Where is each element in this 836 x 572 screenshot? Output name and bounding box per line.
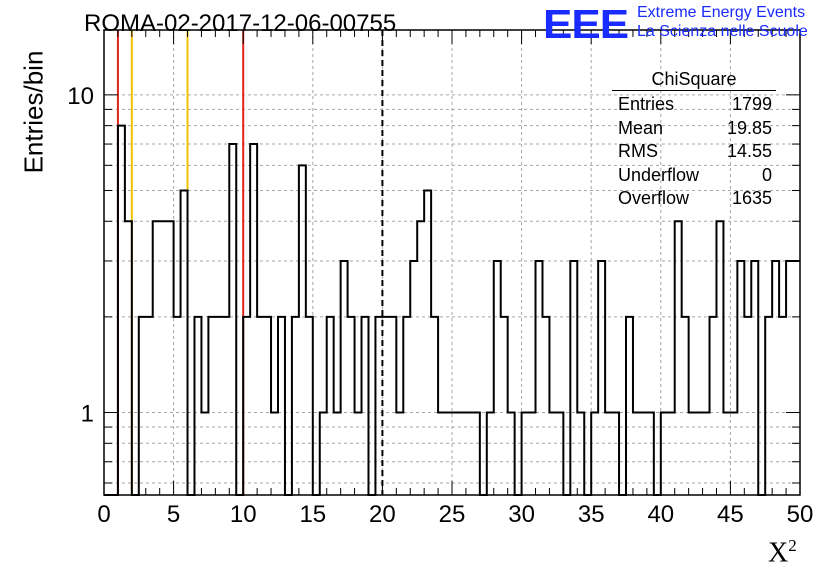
x-axis-label-base: X bbox=[768, 537, 789, 569]
stats-row: Overflow 1635 bbox=[612, 187, 776, 211]
x-tick-label: 40 bbox=[647, 501, 674, 528]
stats-row: Underflow 0 bbox=[612, 164, 776, 188]
histogram-series bbox=[104, 124, 800, 496]
axis-ticks bbox=[103, 30, 801, 495]
stats-row: RMS 14.55 bbox=[612, 140, 776, 164]
stats-box: ChiSquare Entries 1799 Mean 19.85 RMS 14.55… bbox=[612, 68, 776, 211]
x-tick-label: 30 bbox=[508, 501, 535, 528]
x-tick-label: 0 bbox=[97, 501, 110, 528]
stats-value: 1635 bbox=[731, 188, 772, 208]
stats-label: Mean bbox=[618, 117, 664, 138]
stats-value: 1799 bbox=[731, 94, 772, 114]
y-tick-label: 1 bbox=[81, 401, 94, 428]
x-tick-label: 20 bbox=[369, 501, 396, 528]
x-tick-label: 50 bbox=[787, 501, 814, 528]
tick-labels: 0 5 10 15 20 25 30 35 40 45 50 1 10 bbox=[67, 83, 813, 528]
logo-subtitle-1: Extreme Energy Events bbox=[637, 4, 806, 21]
stats-label: Entries bbox=[618, 94, 675, 114]
x-tick-label: 10 bbox=[230, 501, 257, 528]
stats-label: RMS bbox=[618, 141, 658, 161]
x-tick-label: 25 bbox=[439, 501, 466, 528]
stats-row: Entries 1799 bbox=[612, 93, 776, 117]
stats-title: ChiSquare bbox=[612, 68, 776, 91]
x-tick-label: 15 bbox=[299, 501, 326, 528]
logo-subtitle-2: La Scienza nelle Scuole bbox=[637, 23, 808, 40]
stats-row: Mean 19.85 bbox=[612, 117, 776, 141]
stats-value: 0 bbox=[761, 164, 772, 185]
eee-logo: EEE bbox=[543, 2, 629, 48]
stats-value: 14.55 bbox=[726, 141, 772, 161]
x-tick-label: 35 bbox=[578, 501, 605, 528]
x-axis-label-sup: 2 bbox=[788, 536, 797, 555]
y-tick-label: 10 bbox=[67, 83, 94, 110]
y-axis-label: Entries/bin bbox=[18, 50, 49, 174]
stats-label: Underflow bbox=[618, 164, 700, 185]
chart-title: ROMA-02-2017-12-06-00755 bbox=[84, 10, 397, 37]
x-axis-label: X2 bbox=[768, 536, 797, 569]
x-tick-label: 45 bbox=[717, 501, 744, 528]
x-tick-label: 5 bbox=[167, 501, 180, 528]
stats-label: Overflow bbox=[618, 188, 690, 208]
stats-value: 19.85 bbox=[726, 117, 772, 138]
